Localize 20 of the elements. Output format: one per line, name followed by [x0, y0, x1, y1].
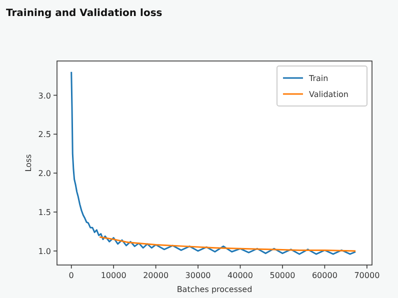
x-tick-label: 0 — [68, 271, 74, 280]
x-tick-label: 60000 — [312, 271, 338, 280]
y-tick-label: 1.5 — [38, 208, 51, 218]
legend-label: Validation — [309, 90, 349, 99]
line-series — [98, 236, 356, 252]
x-tick-label: 30000 — [185, 271, 211, 280]
chart-title: Training and Validation loss — [6, 8, 162, 19]
x-axis-title: Batches processed — [176, 285, 252, 294]
x-tick-label: 10000 — [100, 271, 126, 280]
y-tick-label: 2.0 — [38, 169, 51, 178]
x-tick-label: 50000 — [270, 271, 296, 280]
line-series — [70, 71, 356, 255]
y-tick-label: 1.0 — [38, 246, 51, 256]
legend-label: Train — [308, 74, 328, 83]
x-tick-label: 20000 — [143, 271, 169, 280]
x-tick-label: 70000 — [354, 271, 380, 280]
x-tick-label: 40000 — [228, 271, 253, 280]
y-tick-label: 2.5 — [38, 130, 51, 140]
y-axis-title: Loss — [24, 154, 33, 172]
y-tick-label: 3.0 — [38, 91, 51, 100]
